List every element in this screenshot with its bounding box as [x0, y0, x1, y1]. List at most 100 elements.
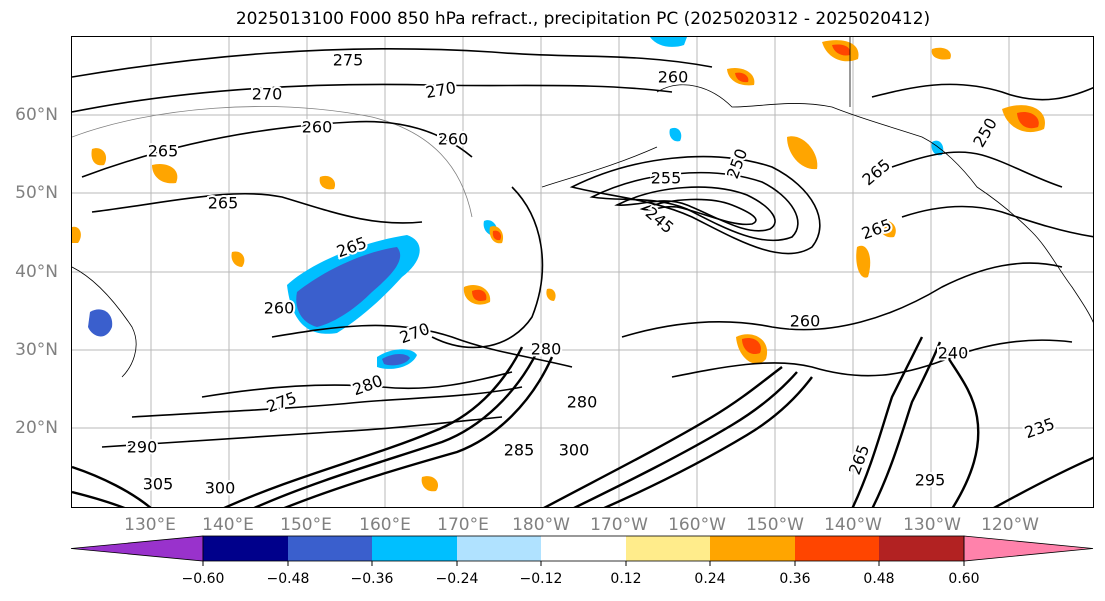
- contour-value-label: 265: [208, 194, 239, 213]
- longitude-label: 150°W: [746, 515, 804, 535]
- positive-anomaly-area: [319, 175, 336, 190]
- colorbar-ticks: [202, 561, 965, 566]
- latitude-label: 40°N: [15, 262, 58, 282]
- contour-line: [901, 205, 1093, 238]
- colorbar-segment: [372, 536, 457, 561]
- contour-value-label: 260: [264, 299, 295, 318]
- contour-value-label: 275: [333, 51, 364, 70]
- contour-value-label: 280: [567, 393, 598, 412]
- contour-line: [891, 151, 1063, 188]
- contour-value-label: 245: [642, 203, 678, 237]
- colorbar-tick-label: 0.36: [779, 571, 811, 587]
- contour-line: [271, 324, 573, 368]
- positive-anomaly-area: [1017, 111, 1039, 129]
- kamchatka-coast: [72, 106, 473, 218]
- contour-value-label: 260: [658, 68, 689, 87]
- negative-anomaly-area: [650, 37, 687, 47]
- contour-line: [940, 346, 980, 507]
- contour-line: [72, 83, 673, 113]
- positive-anomaly-area: [152, 163, 178, 184]
- colorbar-segment: [710, 536, 795, 561]
- colorbar-segments: [70, 535, 1094, 562]
- longitude-label: 180°W: [512, 515, 570, 535]
- contour-line: [621, 262, 1063, 338]
- contour-line: [131, 386, 523, 418]
- contour-line: [91, 192, 423, 224]
- precipitation-anomaly-fills: [72, 37, 1045, 492]
- colorbar-tick-label: 0.12: [610, 571, 642, 587]
- positive-anomaly-area: [91, 148, 107, 166]
- colorbar-segment: [626, 536, 710, 561]
- positive-anomaly-area: [879, 220, 896, 238]
- contour-line: [72, 465, 152, 507]
- longitude-label: 150°E: [280, 515, 332, 535]
- negative-anomaly-area: [296, 247, 401, 327]
- longitude-label: 160°E: [359, 515, 411, 535]
- contour-value-label: 270: [397, 319, 432, 347]
- longitude-label: 130°E: [124, 515, 176, 535]
- contour-labels: 275 270 260 260 265 265 260 255 250 245 265 265 260 2…: [125, 49, 1060, 500]
- contour-value-label: 250: [969, 115, 1001, 151]
- contour-value-label: 265: [859, 215, 894, 243]
- positive-anomaly-area: [72, 226, 81, 243]
- contour-line: [851, 336, 924, 507]
- refractivity-contours: [72, 48, 1093, 448]
- positive-anomaly-area: [856, 245, 871, 278]
- contour-value-label: 280: [350, 371, 385, 399]
- contour-line: [993, 456, 1093, 507]
- contour-line: [569, 155, 821, 255]
- map-canvas: 275 270 260 260 265 265 260 255 250 245 265 265 260 2…: [72, 37, 1093, 507]
- contour-line: [871, 83, 1093, 101]
- contour-line: [72, 490, 126, 507]
- contour-value-label: 260: [790, 312, 821, 331]
- positive-anomaly-area: [787, 136, 818, 170]
- contour-value-label: 260: [438, 130, 469, 149]
- map-panel: 275 270 260 260 265 265 260 255 250 245 265 265 260 2…: [71, 36, 1094, 508]
- colorbar-segment: [457, 536, 541, 561]
- positive-anomaly-area: [421, 476, 439, 492]
- contour-line: [603, 376, 813, 507]
- negative-anomaly-area: [382, 354, 410, 366]
- colorbar-segment: [288, 536, 372, 561]
- aleutian-islands: [541, 146, 658, 188]
- contour-line: [223, 346, 524, 507]
- longitude-label: 140°W: [824, 515, 882, 535]
- positive-anomaly-area: [931, 47, 951, 60]
- contour-line: [573, 371, 798, 507]
- contour-line: [101, 416, 503, 448]
- contour-value-label: 270: [252, 85, 283, 104]
- positive-anomaly-area: [472, 289, 487, 301]
- contour-line: [72, 48, 713, 78]
- positive-anomaly-area: [735, 72, 749, 83]
- coastlines: [72, 37, 1093, 378]
- longitude-label: 130°W: [903, 515, 961, 535]
- colorbar-segment: [541, 536, 626, 561]
- colorbar-segment: [879, 536, 964, 561]
- colorbar-segment: [203, 536, 288, 561]
- contour-value-label: 235: [1022, 414, 1057, 442]
- contour-value-label: 300: [559, 441, 590, 460]
- contour-value-label: 265: [859, 155, 895, 189]
- contour-value-label: 305: [143, 475, 174, 494]
- contour-value-label: 250: [723, 146, 751, 181]
- positive-anomaly-area: [231, 251, 245, 267]
- colorbar-tick-label: 0.48: [863, 571, 895, 587]
- latitude-label: 20°N: [15, 418, 58, 438]
- alaska-coastline: [656, 84, 1033, 233]
- negative-anomaly-area: [669, 127, 682, 142]
- dense-contour-band: [72, 336, 1093, 507]
- colorbar-segment: [795, 536, 879, 561]
- contour-line: [201, 371, 513, 398]
- contour-value-label: 240: [938, 344, 969, 363]
- contour-value-label: 265: [148, 142, 179, 161]
- latitude-label: 50°N: [15, 183, 58, 203]
- colorbar-tick-label: 0.24: [694, 571, 726, 587]
- colorbar-high-extend: [963, 535, 1094, 562]
- negative-anomaly-area: [88, 309, 113, 337]
- contour-value-label: 275: [264, 388, 299, 416]
- colorbar-tick-label: −0.12: [519, 571, 563, 587]
- longitude-label: 140°E: [202, 515, 254, 535]
- contour-line: [81, 120, 473, 178]
- positive-anomaly-area: [742, 337, 761, 355]
- contour-value-label: 300: [205, 479, 236, 498]
